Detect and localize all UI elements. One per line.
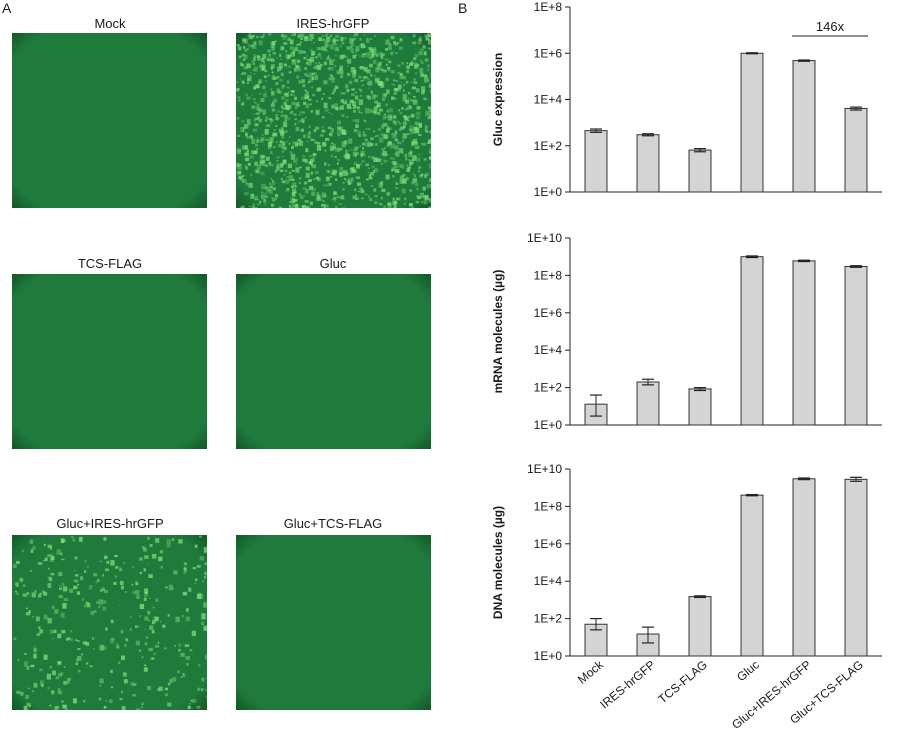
y-tick-label: 1E+0 <box>534 418 563 432</box>
chart-3: 1E+0 1E+2 1E+4 1E+6 1E+8 1E+10 DNA molecules (… <box>491 462 882 732</box>
bar <box>844 265 868 426</box>
bar <box>636 381 660 426</box>
well-image-gluc-ires-hrgfp <box>12 535 207 710</box>
y-tick-label: 1E+8 <box>534 268 563 282</box>
well-title-tcs-flag: TCS-FLAG <box>77 256 143 271</box>
well-image-gluc <box>236 274 431 449</box>
y-tick-label: 1E+10 <box>527 231 562 245</box>
y-axis-label: mRNA molecules (µg) <box>491 270 505 394</box>
x-tick-label: Gluc <box>734 658 762 685</box>
y-tick-label: 1E+6 <box>534 306 563 320</box>
x-tick-label: IRES-hrGFP <box>597 658 658 712</box>
y-axis-label: DNA molecules (µg) <box>491 506 505 619</box>
bar <box>688 596 712 657</box>
annotation-label: 146x <box>816 19 845 34</box>
y-tick-label: 1E+0 <box>534 649 563 663</box>
bar <box>792 60 816 193</box>
bar <box>844 107 868 193</box>
y-tick-label: 1E+0 <box>534 185 563 199</box>
bar <box>584 130 608 193</box>
y-tick-label: 1E+8 <box>534 0 563 14</box>
y-axis-label: Gluc expression <box>491 53 505 146</box>
chart-1: 1E+0 1E+2 1E+4 1E+6 1E+8 Gluc expression 146x <box>491 0 882 199</box>
panel-a-label: A <box>2 0 12 16</box>
well-image-tcs-flag <box>12 274 207 449</box>
y-tick-label: 1E+8 <box>534 499 563 513</box>
y-tick-label: 1E+6 <box>534 46 563 60</box>
bar <box>792 260 816 426</box>
y-tick-label: 1E+4 <box>534 343 563 357</box>
well-title-ires-hrgfp: IRES-hrGFP <box>296 16 370 31</box>
y-tick-label: 1E+2 <box>534 381 563 395</box>
bar <box>740 494 764 657</box>
x-tick-label: Mock <box>575 657 607 687</box>
x-tick-label: TCS-FLAG <box>655 658 709 707</box>
bar <box>740 52 764 193</box>
well-image-mock <box>12 33 207 208</box>
y-tick-label: 1E+4 <box>534 93 563 107</box>
well-title-mock: Mock <box>94 16 126 31</box>
well-title-gluc-tcs-flag: Gluc+TCS-FLAG <box>283 516 383 531</box>
well-title-gluc-ires-hrgfp: Gluc+IRES-hrGFP <box>56 516 164 531</box>
bar <box>688 149 712 193</box>
y-tick-label: 1E+2 <box>534 139 563 153</box>
y-tick-label: 1E+2 <box>534 612 563 626</box>
chart-2: 1E+0 1E+2 1E+4 1E+6 1E+8 1E+10 mRNA molecules … <box>491 231 882 432</box>
well-title-gluc: Gluc <box>319 256 347 271</box>
bar <box>636 134 660 193</box>
bar <box>688 388 712 426</box>
bar <box>740 256 764 426</box>
bar <box>792 478 816 657</box>
well-image-ires-hrgfp <box>236 33 431 208</box>
y-tick-label: 1E+10 <box>527 462 562 476</box>
y-tick-label: 1E+6 <box>534 537 563 551</box>
bar <box>844 478 868 657</box>
y-tick-label: 1E+4 <box>534 574 563 588</box>
well-image-gluc-tcs-flag <box>236 535 431 710</box>
panel-b-label: B <box>458 0 468 16</box>
